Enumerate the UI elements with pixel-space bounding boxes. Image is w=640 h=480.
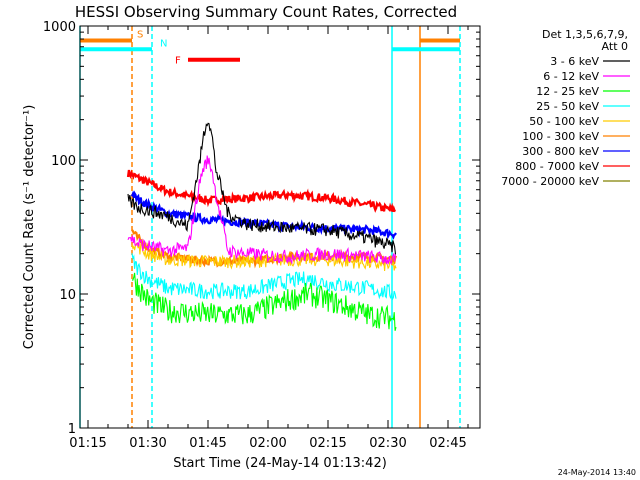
legend-entry-label: 3 - 6 keV [550,55,599,68]
legend-entry-label: 12 - 25 keV [536,85,599,98]
plot-frame [79,25,481,429]
series-line-3 [131,253,397,301]
series-line-1 [127,155,397,266]
legend-entry-label: 25 - 50 keV [536,100,599,113]
y-tick-label: 100 [51,154,76,169]
chart-title: HESSI Observing Summary Count Rates, Cor… [75,3,457,21]
series-line-7 [126,169,396,213]
flag-label-S: S [137,29,143,40]
y-axis: 1 10 100 1000 [43,20,480,437]
y-tick-label: 10 [59,288,76,303]
legend: Det 1,3,5,6,7,9,Att 03 - 6 keV 6 - 12 keV… [501,28,630,188]
x-tick-label: 02:15 [309,436,346,451]
flag-bars: S NF [80,29,460,67]
legend-entry-label: 7000 - 20000 keV [501,175,599,188]
x-axis: 01:15 01:30 01:45 02:00 02:15 02:30 02:45 [69,26,469,451]
x-tick-label: 01:30 [129,436,166,451]
legend-entry-label: 800 - 7000 keV [515,160,599,173]
x-axis-label: Start Time (24-May-14 01:13:42) [173,456,387,471]
x-tick-label: 01:15 [69,436,106,451]
series-line-6 [130,190,397,240]
legend-entry-label: 300 - 800 keV [522,145,599,158]
legend-title: Det 1,3,5,6,7,9, [542,28,628,41]
series-line-4 [131,242,397,272]
x-tick-label: 02:45 [429,436,466,451]
series-line-0 [127,122,397,255]
series-layer [126,122,398,331]
y-axis-label: Corrected Count Rate (s⁻¹ detector⁻¹) [22,105,37,350]
x-tick-label: 02:30 [369,436,406,451]
series-line-2 [132,272,397,331]
legend-title: Att 0 [602,40,628,53]
y-tick-label: 1 [68,422,76,437]
x-tick-label: 01:45 [189,436,226,451]
legend-entry-label: 6 - 12 keV [543,70,599,83]
x-tick-label: 02:00 [249,436,286,451]
legend-entry-label: 50 - 100 keV [529,115,599,128]
flag-label-N: N [160,38,167,49]
legend-entry-label: 100 - 300 keV [522,130,599,143]
flag-label-F: F [175,56,181,67]
y-tick-label: 1000 [43,20,76,35]
timestamp: 24-May-2014 13:40 [558,468,636,477]
